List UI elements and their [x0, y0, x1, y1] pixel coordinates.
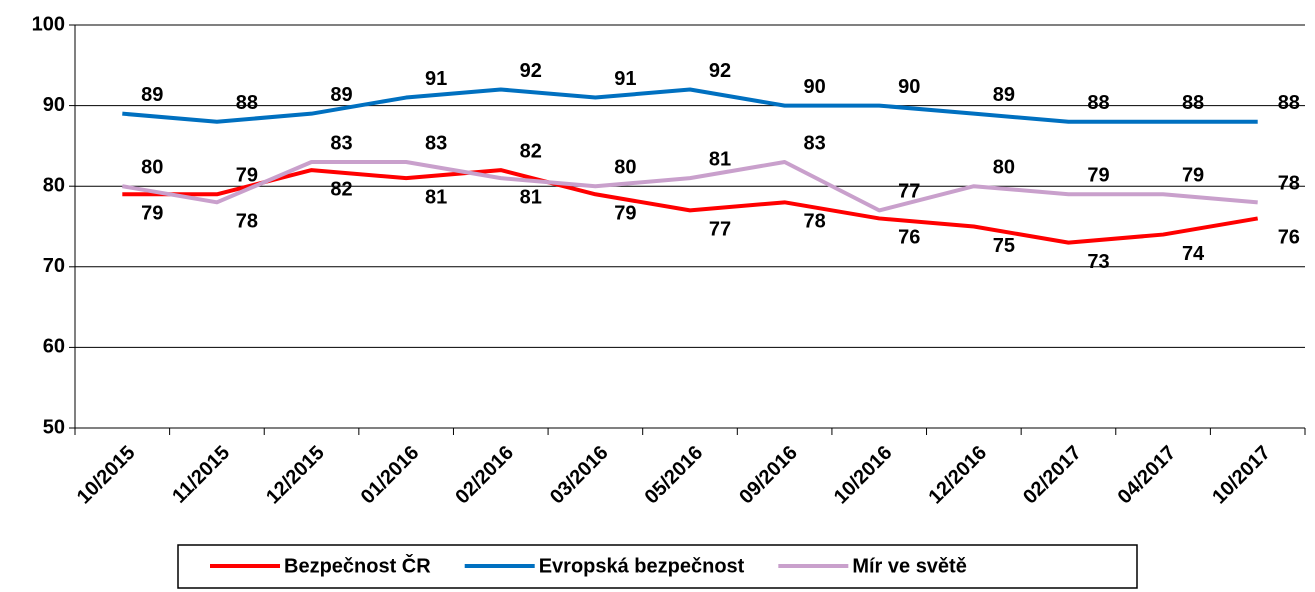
x-tick-label: 10/2015 — [73, 442, 140, 509]
data-label: 76 — [1278, 227, 1300, 249]
data-label: 80 — [141, 156, 163, 178]
data-label: 82 — [520, 140, 542, 162]
data-label: 81 — [709, 148, 731, 170]
data-label: 73 — [1087, 251, 1109, 273]
data-label: 77 — [709, 219, 731, 241]
x-tick-label: 04/2017 — [1114, 442, 1181, 509]
data-label: 77 — [898, 181, 920, 203]
data-label: 75 — [993, 235, 1015, 257]
data-label: 92 — [709, 60, 731, 82]
legend-label: Evropská bezpečnost — [539, 555, 745, 577]
data-label: 88 — [1182, 92, 1204, 114]
x-tick-label: 03/2016 — [546, 442, 613, 509]
series-line — [122, 87, 1258, 124]
data-label: 88 — [1087, 92, 1109, 114]
data-label: 76 — [898, 227, 920, 249]
x-tick-label: 05/2016 — [641, 442, 708, 509]
y-tick-label: 90 — [43, 94, 65, 116]
x-tick-label: 11/2015 — [168, 442, 234, 508]
legend-label: Bezpečnost ČR — [284, 553, 431, 577]
data-label: 88 — [1278, 92, 1300, 114]
x-tick-label: 12/2016 — [924, 442, 991, 509]
data-label: 79 — [141, 203, 163, 225]
legend: Bezpečnost ČR Evropská bezpečnost Mír ve s… — [177, 544, 1138, 589]
x-tick-label: 02/2016 — [451, 442, 518, 509]
data-label: 78 — [236, 211, 258, 233]
x-tick-label: 12/2015 — [262, 442, 329, 509]
data-label: 89 — [141, 84, 163, 106]
data-label: 80 — [614, 156, 636, 178]
y-tick-label: 50 — [43, 416, 65, 438]
x-tick-label: 10/2017 — [1208, 442, 1275, 509]
data-label: 78 — [803, 211, 825, 233]
y-tick-label: 100 — [32, 13, 65, 35]
y-tick-label: 80 — [43, 174, 65, 196]
y-tick-label: 70 — [43, 255, 65, 277]
data-label: 83 — [803, 132, 825, 154]
data-label: 89 — [993, 84, 1015, 106]
data-label: 79 — [1087, 165, 1109, 187]
data-label: 92 — [520, 60, 542, 82]
x-tick-label: 09/2016 — [735, 442, 802, 509]
series-line — [122, 168, 1259, 245]
x-tick-label: 02/2017 — [1019, 442, 1086, 509]
data-label: 81 — [520, 186, 542, 208]
data-label: 80 — [993, 156, 1015, 178]
data-label: 74 — [1182, 243, 1205, 265]
data-label: 91 — [425, 68, 447, 90]
data-label: 79 — [1182, 165, 1204, 187]
data-label: 83 — [425, 132, 447, 154]
data-label: 88 — [236, 92, 258, 114]
series-line — [121, 160, 1258, 213]
x-tick-label: 01/2016 — [357, 442, 424, 509]
legend-label: Mír ve světě — [852, 555, 967, 577]
legend-box — [177, 544, 1138, 589]
data-label: 82 — [330, 178, 352, 200]
data-label: 78 — [1278, 173, 1300, 195]
data-label: 79 — [614, 203, 636, 225]
data-label: 90 — [898, 76, 920, 98]
x-tick-label: 10/2016 — [830, 442, 897, 509]
data-label: 83 — [330, 132, 352, 154]
data-label: 91 — [614, 68, 636, 90]
data-label: 79 — [236, 165, 258, 187]
data-label: 90 — [803, 76, 825, 98]
y-tick-label: 60 — [43, 336, 65, 358]
data-label: 89 — [330, 84, 352, 106]
data-label: 81 — [425, 186, 447, 208]
